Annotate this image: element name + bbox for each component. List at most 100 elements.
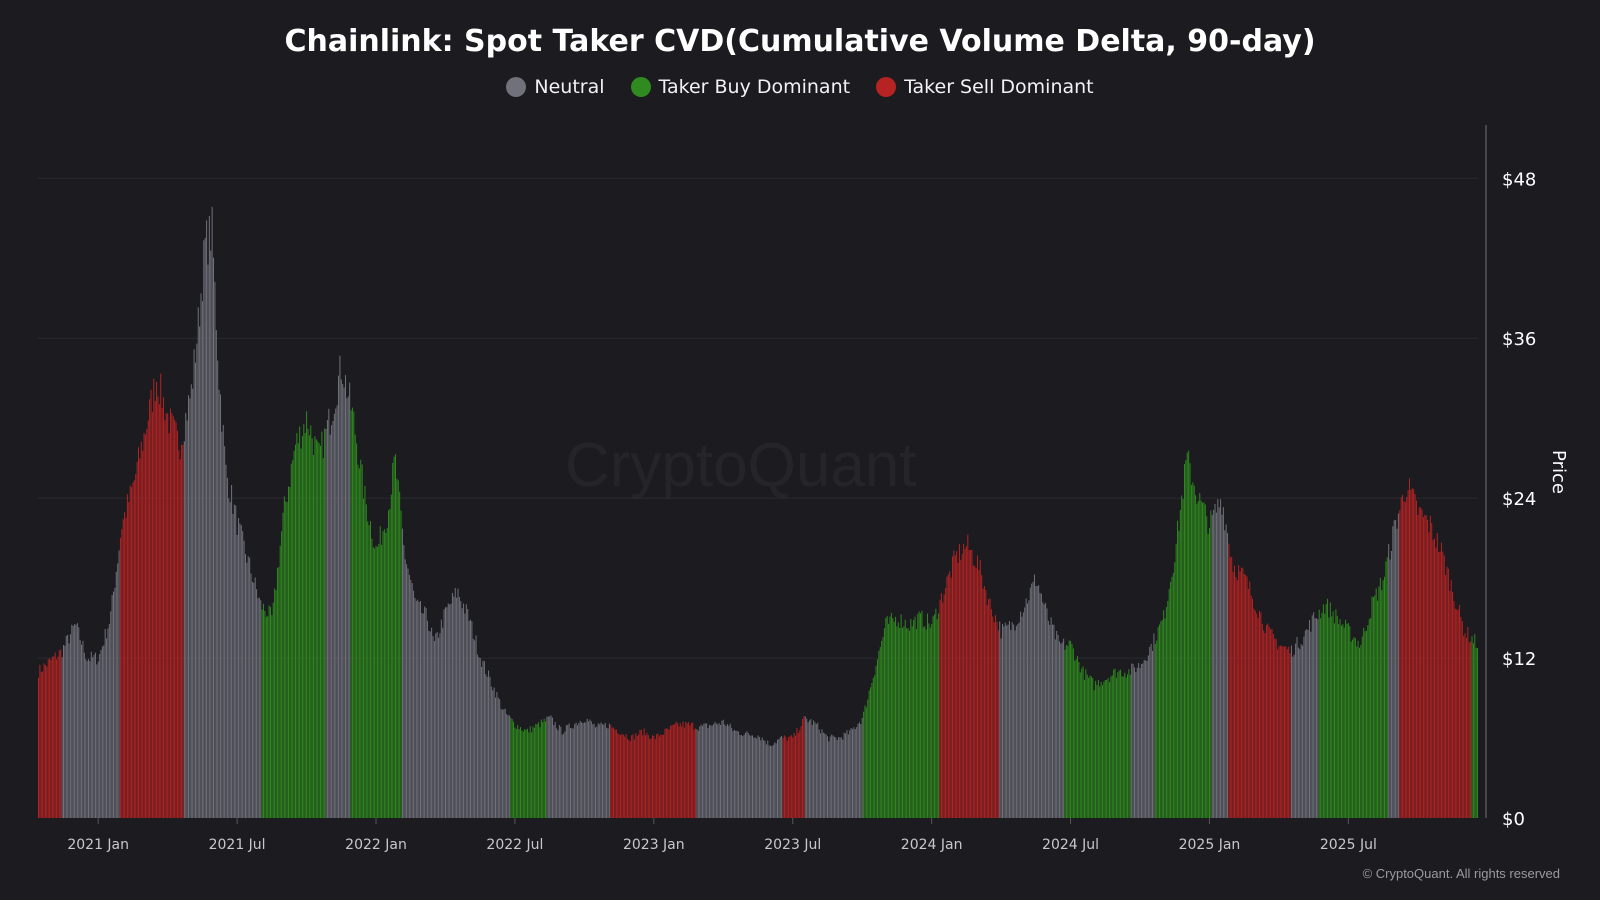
price-bar <box>201 301 203 818</box>
price-bar <box>1040 593 1042 818</box>
price-bar <box>417 599 419 818</box>
price-bar <box>760 740 762 818</box>
price-bar <box>821 729 823 818</box>
price-bar <box>495 697 496 818</box>
price-bar <box>264 611 266 818</box>
price-bar <box>1122 676 1124 818</box>
price-bar <box>1463 636 1465 818</box>
price-bar <box>204 237 206 818</box>
price-bar <box>638 734 640 818</box>
price-bar <box>1107 678 1109 818</box>
price-bar <box>692 722 694 818</box>
price-bar <box>832 735 834 818</box>
price-bar <box>982 588 984 818</box>
price-bar <box>771 746 773 818</box>
price-bar <box>1125 677 1127 818</box>
price-bar <box>419 600 421 818</box>
price-bar <box>1285 646 1287 818</box>
price-bar <box>988 599 990 818</box>
price-bar <box>208 216 210 818</box>
price-bar <box>906 628 908 818</box>
price-bar <box>407 568 409 818</box>
price-bar <box>863 711 865 818</box>
price-bar <box>626 738 628 818</box>
legend-item-neutral[interactable]: Neutral <box>506 76 605 98</box>
price-bar <box>1120 669 1122 818</box>
price-bar <box>332 420 334 818</box>
legend-item-taker-sell[interactable]: Taker Sell Dominant <box>876 76 1094 98</box>
price-bar <box>621 733 623 818</box>
price-bar <box>1045 603 1047 818</box>
price-bar <box>751 735 753 818</box>
price-bar <box>1086 674 1088 818</box>
price-bar <box>835 737 837 818</box>
price-bar <box>942 602 944 818</box>
price-bar <box>589 719 591 818</box>
price-bar <box>500 708 502 818</box>
price-bar <box>350 410 352 818</box>
price-bar <box>381 544 383 818</box>
price-bar <box>1179 509 1181 818</box>
price-bar <box>1029 587 1031 818</box>
price-bar <box>772 744 774 818</box>
price-bar <box>529 726 531 818</box>
price-bar <box>1453 601 1455 818</box>
price-bar <box>1054 639 1056 818</box>
price-bar <box>1167 600 1169 818</box>
price-bar <box>240 525 242 818</box>
price-bar <box>390 494 392 818</box>
price-bar <box>657 733 659 818</box>
price-bar <box>131 487 133 818</box>
price-bar <box>797 732 799 818</box>
price-bar <box>38 678 39 818</box>
price-bar <box>338 375 340 818</box>
price-bar <box>1043 604 1045 818</box>
x-tick-label: 2024 Jul <box>1042 837 1099 853</box>
price-bar <box>778 739 780 818</box>
price-bar <box>474 640 476 818</box>
price-bar <box>1033 574 1035 818</box>
price-bar <box>111 594 113 818</box>
price-bar <box>1428 532 1430 818</box>
price-bar <box>1460 616 1462 818</box>
price-bar <box>1264 632 1266 818</box>
price-bar <box>1104 679 1106 818</box>
price-bar <box>489 676 491 818</box>
price-bar <box>1052 624 1054 818</box>
price-bar <box>742 736 744 818</box>
price-bar <box>1345 619 1347 818</box>
price-bar <box>376 546 378 818</box>
price-bar <box>660 734 662 818</box>
price-bar <box>1003 626 1005 818</box>
price-bar <box>520 726 522 818</box>
price-bar <box>510 717 512 818</box>
price-bar <box>838 737 840 818</box>
price-bar <box>1232 571 1234 818</box>
price-bar <box>432 636 434 818</box>
price-bar <box>956 551 958 818</box>
price-bar <box>953 550 955 818</box>
price-bar <box>693 729 695 818</box>
price-bar <box>358 468 360 818</box>
price-bar <box>739 735 741 818</box>
price-bar <box>413 590 415 818</box>
price-bar <box>793 733 795 818</box>
price-bar <box>1024 607 1026 818</box>
price-bar <box>1397 513 1399 818</box>
price-bar <box>732 730 734 818</box>
price-bar <box>804 716 806 818</box>
price-bar <box>186 420 188 818</box>
price-bar <box>85 659 87 818</box>
price-bar <box>1221 514 1223 818</box>
price-bar <box>1325 604 1327 818</box>
price-bar <box>824 733 826 818</box>
price-bar <box>613 727 615 818</box>
price-bar <box>374 548 376 818</box>
price-bar <box>1088 677 1090 818</box>
price-bar <box>911 626 913 818</box>
price-bar <box>697 730 699 818</box>
price-bar <box>442 627 444 818</box>
price-bar <box>182 444 184 818</box>
legend-item-taker-buy[interactable]: Taker Buy Dominant <box>630 76 850 98</box>
price-bar <box>774 742 776 818</box>
